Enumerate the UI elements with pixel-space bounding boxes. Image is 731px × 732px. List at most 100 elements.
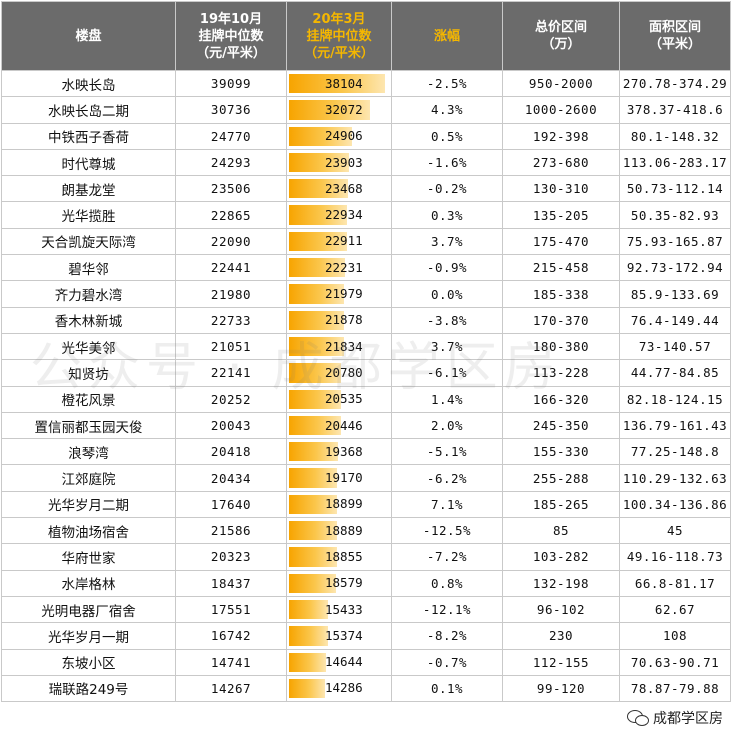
data-bar — [289, 442, 338, 462]
cell-mar-median: 15374 — [286, 622, 392, 650]
bar-value: 18889 — [325, 522, 363, 538]
table-row: 水岸格林 18437 18579 0.8% 132-198 66.8-81.17 — [1, 569, 731, 597]
cell-change: -0.2% — [391, 175, 503, 203]
cell-change: 7.1% — [391, 490, 503, 519]
table-row: 知贤坊 22141 20780 -6.1% 113-228 44.77-84.85 — [1, 359, 731, 387]
bar-value: 18855 — [325, 548, 363, 564]
cell-area-range: 82.18-124.15 — [619, 385, 731, 413]
cell-oct-median: 18437 — [175, 569, 287, 597]
brand-name: 成都学区房 — [653, 711, 723, 727]
cell-price-range: 230 — [502, 622, 620, 650]
table-row: 光华揽胜 22865 22934 0.3% 135-205 50.35-82.93 — [1, 201, 731, 229]
cell-change: -6.1% — [391, 359, 503, 387]
table-row: 水映长岛 39099 38104 -2.5% 950-2000 270.78-374.29 — [1, 69, 731, 98]
cell-price-range: 85 — [502, 517, 620, 545]
cell-mar-median: 21979 — [286, 280, 392, 308]
data-bar — [289, 74, 385, 94]
cell-oct-median: 24293 — [175, 148, 287, 177]
table-row: 浪琴湾 20418 19368 -5.1% 155-330 77.25-148.8 — [1, 438, 731, 466]
cell-price-range: 103-282 — [502, 543, 620, 571]
header-name: 楼盘 — [1, 1, 176, 71]
table-row: 光华岁月二期 17640 18899 7.1% 185-265 100.34-136.86 — [1, 490, 731, 519]
bar-value: 19368 — [325, 443, 363, 459]
data-bar — [289, 152, 350, 173]
cell-oct-median: 22865 — [175, 201, 287, 229]
cell-mar-median: 19170 — [286, 464, 392, 492]
table-row: 橙花风景 20252 20535 1.4% 166-320 82.18-124.15 — [1, 385, 731, 413]
cell-change: -12.5% — [391, 517, 503, 545]
bar-value: 20535 — [325, 391, 363, 407]
cell-name: 香木林新城 — [1, 306, 176, 334]
data-bar — [289, 415, 341, 436]
cell-mar-median: 20780 — [286, 359, 392, 387]
bar-value: 24906 — [325, 128, 363, 144]
cell-area-range: 108 — [619, 622, 731, 650]
cell-change: 0.5% — [391, 122, 503, 150]
table-row: 齐力碧水湾 21980 21979 0.0% 185-338 85.9-133.69 — [1, 280, 731, 308]
cell-area-range: 50.35-82.93 — [619, 201, 731, 229]
table-row: 中铁西子香荷 24770 24906 0.5% 192-398 80.1-148.32 — [1, 122, 731, 150]
cell-price-range: 255-288 — [502, 464, 620, 492]
cell-name: 江郊庭院 — [1, 464, 176, 492]
cell-oct-median: 14741 — [175, 648, 287, 676]
cell-area-range: 113.06-283.17 — [619, 148, 731, 177]
cell-name: 浪琴湾 — [1, 438, 176, 466]
data-bar — [289, 599, 328, 620]
cell-mar-median: 22934 — [286, 201, 392, 229]
cell-price-range: 99-120 — [502, 674, 620, 703]
cell-name: 瑞联路249号 — [1, 674, 176, 703]
cell-mar-median: 18855 — [286, 543, 392, 571]
cell-mar-median: 24906 — [286, 122, 392, 150]
cell-change: 0.3% — [391, 201, 503, 229]
cell-area-range: 49.16-118.73 — [619, 543, 731, 571]
cell-area-range: 78.87-79.88 — [619, 674, 731, 703]
bar-value: 14644 — [325, 654, 363, 670]
cell-area-range: 110.29-132.63 — [619, 464, 731, 492]
bar-value: 22934 — [325, 207, 363, 223]
table-row: 时代尊城 24293 23903 -1.6% 273-680 113.06-283.17 — [1, 148, 731, 177]
cell-mar-median: 19368 — [286, 438, 392, 466]
cell-name: 光华揽胜 — [1, 201, 176, 229]
cell-change: 3.7% — [391, 227, 503, 256]
cell-area-range: 270.78-374.29 — [619, 69, 731, 98]
cell-area-range: 378.37-418.6 — [619, 96, 731, 124]
bar-value: 14286 — [325, 680, 363, 696]
cell-name: 光华岁月二期 — [1, 490, 176, 519]
cell-oct-median: 20252 — [175, 385, 287, 413]
cell-oct-median: 14267 — [175, 674, 287, 703]
cell-area-range: 80.1-148.32 — [619, 122, 731, 150]
header-oct-median: 19年10月 挂牌中位数 （元/平米） — [175, 1, 287, 71]
cell-change: 0.0% — [391, 280, 503, 308]
cell-mar-median: 21834 — [286, 332, 392, 361]
cell-price-range: 175-470 — [502, 227, 620, 256]
header-mar-median: 20年3月 挂牌中位数 （元/平米） — [286, 1, 392, 71]
bar-value: 21979 — [325, 286, 363, 302]
header-price-range: 总价区间 （万） — [502, 1, 620, 71]
cell-name: 知贤坊 — [1, 359, 176, 387]
cell-change: -0.7% — [391, 648, 503, 676]
cell-area-range: 92.73-172.94 — [619, 254, 731, 282]
table-row: 光华美邻 21051 21834 3.7% 180-380 73-140.57 — [1, 332, 731, 361]
cell-name: 中铁西子香荷 — [1, 122, 176, 150]
bar-value: 22911 — [325, 233, 363, 249]
cell-area-range: 50.73-112.14 — [619, 175, 731, 203]
cell-mar-median: 20446 — [286, 411, 392, 440]
cell-name: 光华美邻 — [1, 332, 176, 361]
data-bar — [289, 521, 337, 541]
table-row: 植物油场宿舍 21586 18889 -12.5% 85 45 — [1, 517, 731, 545]
cell-mar-median: 22231 — [286, 254, 392, 282]
cell-change: 0.8% — [391, 569, 503, 597]
cell-price-range: 245-350 — [502, 411, 620, 440]
cell-oct-median: 24770 — [175, 122, 287, 150]
data-bar — [289, 310, 345, 330]
table-row: 水映长岛二期 30736 32072 4.3% 1000-2600 378.37-418.… — [1, 96, 731, 124]
cell-oct-median: 17551 — [175, 595, 287, 624]
cell-area-range: 73-140.57 — [619, 332, 731, 361]
cell-area-range: 45 — [619, 517, 731, 545]
bar-value: 18579 — [325, 575, 363, 591]
cell-area-range: 62.67 — [619, 595, 731, 624]
cell-oct-median: 22733 — [175, 306, 287, 334]
cell-name: 水映长岛二期 — [1, 96, 176, 124]
table-row: 光华岁月一期 16742 15374 -8.2% 230 108 — [1, 622, 731, 650]
cell-area-range: 66.8-81.17 — [619, 569, 731, 597]
